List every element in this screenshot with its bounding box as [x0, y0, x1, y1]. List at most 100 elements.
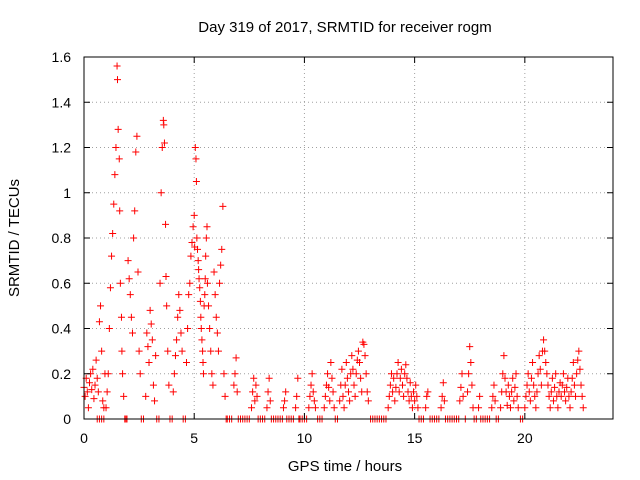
data-point: [113, 62, 121, 70]
data-point: [131, 207, 139, 215]
data-point: [171, 352, 179, 360]
data-point: [196, 297, 204, 305]
data-point: [91, 381, 99, 389]
data-point: [511, 383, 519, 391]
data-point: [186, 279, 194, 287]
data-point: [569, 358, 577, 366]
data-point: [468, 381, 476, 389]
data-point: [152, 352, 160, 360]
data-point: [192, 155, 200, 163]
data-point: [187, 252, 195, 260]
data-point: [558, 381, 566, 389]
data-point: [263, 404, 271, 412]
data-point: [190, 211, 198, 219]
data-point: [292, 404, 300, 412]
data-point: [402, 361, 410, 369]
data-points: [80, 62, 587, 423]
data-point: [170, 370, 178, 378]
data-point: [551, 383, 559, 391]
data-point: [306, 392, 314, 400]
data-point: [221, 392, 229, 400]
data-point: [499, 370, 507, 378]
data-point: [325, 383, 333, 391]
data-point: [466, 343, 474, 351]
data-point: [386, 381, 394, 389]
data-point: [464, 388, 472, 396]
data-point: [424, 388, 432, 396]
data-point: [476, 392, 484, 400]
data-point: [249, 388, 257, 396]
y-tick-label: 1.4: [52, 94, 72, 110]
data-point: [488, 404, 496, 412]
data-point: [135, 347, 143, 355]
data-point: [192, 177, 200, 185]
data-point: [209, 381, 217, 389]
data-point: [440, 397, 448, 405]
data-point: [321, 392, 329, 400]
data-point: [459, 392, 467, 400]
data-point: [505, 392, 513, 400]
data-point: [330, 404, 338, 412]
y-tick-label: 0.4: [52, 321, 72, 337]
data-point: [521, 404, 529, 412]
data-point: [348, 352, 356, 360]
data-point: [310, 397, 318, 405]
data-point: [282, 388, 290, 396]
data-point: [114, 76, 122, 84]
data-point: [265, 374, 273, 382]
data-point: [83, 388, 91, 396]
data-point: [173, 336, 181, 344]
data-point: [125, 275, 133, 283]
data-point: [397, 365, 405, 373]
data-point: [251, 397, 259, 405]
data-point: [156, 279, 164, 287]
data-point: [500, 352, 508, 360]
data-point: [81, 392, 89, 400]
data-point: [97, 302, 105, 310]
data-point: [329, 388, 337, 396]
data-point: [566, 404, 574, 412]
data-point: [211, 291, 219, 299]
data-point: [362, 370, 370, 378]
data-point: [116, 279, 124, 287]
data-point: [540, 336, 548, 344]
data-point: [281, 397, 289, 405]
data-point: [196, 284, 204, 292]
data-point: [162, 220, 170, 228]
data-point: [116, 207, 124, 215]
data-point: [360, 340, 368, 348]
data-point: [90, 395, 98, 403]
data-point: [92, 356, 100, 364]
data-point: [342, 358, 350, 366]
data-point: [128, 329, 136, 337]
data-point: [157, 189, 165, 197]
data-point: [89, 365, 97, 373]
data-point: [533, 388, 541, 396]
data-point: [175, 291, 183, 299]
data-point: [232, 354, 240, 362]
data-point: [357, 374, 365, 382]
data-point: [439, 379, 447, 387]
data-point: [524, 370, 532, 378]
data-point: [354, 347, 362, 355]
data-point: [389, 388, 397, 396]
data-point: [111, 171, 119, 179]
data-point: [195, 266, 203, 274]
data-point: [98, 347, 106, 355]
data-point: [184, 325, 192, 332]
data-point: [216, 279, 224, 287]
data-point: [233, 388, 241, 396]
data-point: [103, 388, 111, 396]
data-point: [457, 383, 465, 391]
data-point: [532, 404, 540, 412]
data-point: [115, 155, 123, 163]
data-point: [132, 148, 140, 156]
data-point: [438, 392, 446, 400]
data-point: [94, 388, 102, 396]
data-point: [561, 388, 569, 396]
data-point: [203, 279, 211, 287]
data-point: [160, 139, 168, 147]
data-point: [324, 370, 332, 378]
data-point: [363, 388, 371, 396]
